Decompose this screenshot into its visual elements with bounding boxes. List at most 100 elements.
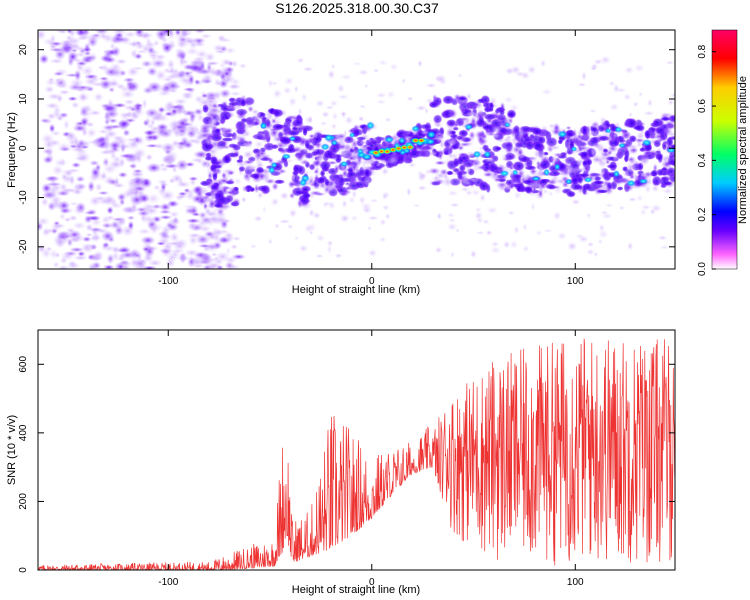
spectrogram-cell (40, 247, 52, 260)
spectrogram-cell (213, 81, 225, 86)
spectrogram-cell (487, 107, 494, 112)
spectrogram-cell (53, 220, 61, 226)
spectrogram-cell (664, 154, 671, 162)
spectrogram-cell (316, 176, 326, 185)
snr-ytick-label: 400 (18, 424, 29, 441)
spectrogram-cell (446, 212, 455, 218)
spectrogram-cell (424, 107, 429, 115)
spectrogram-cell (457, 73, 463, 79)
spectrogram-cell (513, 225, 520, 234)
spectrogram-cell (468, 130, 476, 140)
spectrogram-cell (228, 97, 237, 103)
spectrogram-cell (531, 176, 541, 182)
spectrogram-cell (512, 169, 519, 176)
spectrogram-cell (48, 58, 65, 64)
spectrogram-cell (170, 248, 186, 254)
spectrogram-cell (404, 135, 413, 140)
spectrogram-cell (480, 129, 486, 139)
spectrogram-cell (272, 88, 283, 99)
spectrogram-cell (518, 127, 525, 139)
spectrogram-cell (300, 92, 308, 102)
spectrogram-cell (194, 79, 201, 85)
spectrogram-cell (221, 78, 232, 84)
spectrogram-cell (400, 145, 409, 151)
spectrogram-cell (339, 191, 349, 197)
spectrogram-cell (100, 172, 107, 180)
spectrogram-cell (178, 254, 189, 261)
spectrogram-cell (288, 96, 298, 107)
spectrogram-cell (126, 188, 143, 197)
spectrogram-cell (217, 236, 232, 245)
spectrogram-cell (337, 84, 345, 93)
spectrogram-cell (215, 210, 227, 219)
spectrogram-cell (63, 250, 78, 257)
spectrogram-cell (171, 173, 183, 184)
spectrogram-cell (556, 231, 568, 241)
spectrogram-cell (588, 108, 598, 114)
spectrogram-cell (507, 210, 515, 216)
spectrogram-cell (384, 117, 392, 123)
spectrogram-cell (162, 67, 172, 73)
spectrogram-cell (657, 153, 663, 164)
spectrogram-cell (669, 92, 675, 99)
spectrogram-cell (381, 204, 390, 211)
spectrogram-cell (428, 167, 441, 175)
spectrogram-cell (75, 175, 86, 183)
spectrogram-cell (68, 174, 76, 186)
spectrogram-cell (159, 202, 172, 212)
spectrogram-blobs (38, 30, 675, 269)
spectrogram-cell (327, 69, 336, 80)
spectrogram-cell (359, 164, 373, 172)
spectrogram-cell (304, 152, 314, 160)
spectrogram-cell (102, 56, 117, 64)
spectrogram-cell (526, 65, 537, 75)
spectrogram-cell (252, 173, 260, 180)
spectrogram-cell (203, 230, 216, 238)
spectrogram-cell (221, 100, 229, 107)
spectrogram-cell (102, 163, 118, 175)
spectrogram-cell (583, 176, 593, 183)
spectrogram-cell (385, 213, 391, 220)
spectrogram-cell (352, 61, 362, 66)
spectrogram-cell (456, 170, 463, 181)
spectrogram-cell (446, 189, 459, 197)
spectrogram-cell (222, 219, 232, 224)
spectrogram-cell (628, 135, 637, 143)
spectrogram-cell (225, 180, 235, 185)
spectrogram-cell (559, 168, 572, 177)
spectrogram-cell (177, 191, 188, 197)
spectrogram-cell (467, 158, 479, 164)
spectrogram-cell (547, 190, 554, 197)
spectrogram-cell (300, 185, 312, 193)
spectrogram-cell (193, 107, 204, 116)
spectrogram-cell (167, 217, 182, 227)
spectrogram-cell (589, 172, 602, 177)
spectrogram-cell (78, 109, 95, 119)
spectrogram-cell (340, 73, 353, 81)
spectrogram-cell (341, 199, 348, 209)
spectrogram-cell (293, 236, 300, 241)
spectrogram-cell (639, 172, 648, 177)
spectrogram-cell (140, 235, 156, 245)
spectrogram-cell (92, 250, 104, 260)
spectrogram-cell (539, 159, 552, 170)
spectrogram-cell (648, 134, 658, 140)
spectrogram-cell (498, 127, 508, 135)
spectrogram-cell (651, 184, 660, 193)
spectrogram-cell (245, 173, 252, 185)
spectrogram-cell (348, 196, 356, 204)
spectrogram-cell (641, 139, 652, 147)
spectrogram-cell (415, 104, 428, 112)
spectrogram-cell (566, 241, 578, 252)
spectrogram-cell (437, 151, 444, 161)
spectrogram-cell (305, 222, 318, 233)
spectrogram-cell (593, 180, 605, 185)
spectrogram-cell (324, 133, 334, 142)
spectrogram-cell (247, 117, 254, 126)
spectrogram-cell (375, 99, 387, 105)
spectrogram-cell (193, 59, 201, 66)
spectrogram-cell (627, 197, 638, 202)
spectrogram-cell (566, 190, 576, 198)
spectrogram-cell (56, 264, 70, 269)
